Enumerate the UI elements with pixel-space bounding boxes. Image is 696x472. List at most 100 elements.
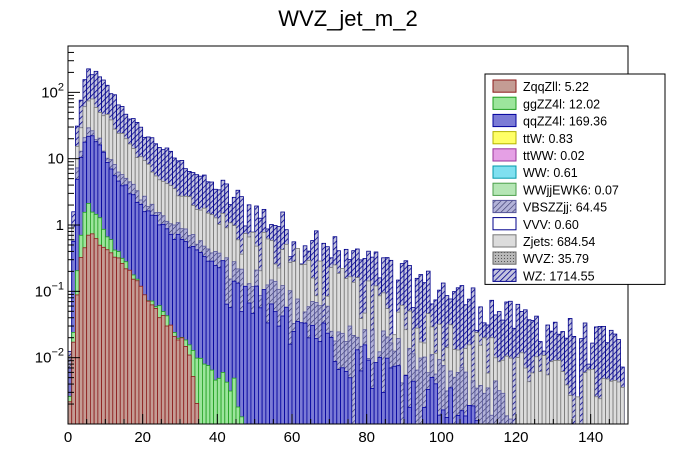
bar-qqzz4l <box>411 380 416 424</box>
legend-box <box>484 73 666 285</box>
bar-qqzz4l <box>396 365 401 424</box>
bar-zqqzll <box>104 249 110 424</box>
bar-zqqzll <box>157 317 162 424</box>
bar-zjets <box>567 395 573 424</box>
bar-zqqzll <box>134 280 140 424</box>
bar-vbszzjj <box>496 390 502 424</box>
bar-zjets <box>552 360 558 424</box>
bar-zjets <box>594 396 599 424</box>
bar-vbszzjj <box>481 392 487 424</box>
y-tick-label: 10−2 <box>35 347 64 367</box>
bar-qqzz4l <box>369 388 375 424</box>
x-tick-label: 0 <box>64 429 72 446</box>
bar-zqqzll <box>149 304 155 424</box>
bar-zqqzll <box>108 252 114 424</box>
bar-qqzz4l <box>463 415 468 424</box>
legend-swatch-qqzz4l <box>492 113 517 128</box>
bar-zjets <box>538 371 543 424</box>
legend-swatch-wvz <box>492 251 517 265</box>
bar-vbszzjj <box>399 382 405 424</box>
bar-qqzz4l <box>448 387 453 424</box>
x-tick-label: 40 <box>209 429 226 446</box>
bar-zqqzll <box>97 244 103 424</box>
legend-swatch-ggzz4l <box>492 96 517 110</box>
y-axis: 10−2 10−1 1 10 102 <box>35 45 80 425</box>
legend-label-zqqzll: ZqqZll: 5.22 <box>523 80 589 94</box>
bar-ggzz4l <box>228 390 233 424</box>
bar-zqqzll <box>75 294 80 424</box>
bar-zjets <box>523 367 528 424</box>
bar-qqzz4l <box>440 409 446 424</box>
x-tick-label: 140 <box>578 429 603 446</box>
bar-qqzz4l <box>433 383 439 424</box>
bar-qqzz4l <box>459 410 465 424</box>
bar-qqzz4l <box>246 302 252 424</box>
bar-vbszzjj <box>478 385 483 424</box>
bar-qqzz4l <box>310 324 315 424</box>
bar-qqzz4l <box>392 365 397 424</box>
legend-swatch-wwjjewk6 <box>492 182 517 196</box>
bar-qqzz4l <box>243 285 248 424</box>
x-tick-label: 60 <box>284 429 301 446</box>
bar-qqzz4l <box>474 420 480 424</box>
bar-zqqzll <box>138 285 144 424</box>
chart-title: WVZ_jet_m_2 <box>278 6 417 31</box>
bar-qqzz4l <box>306 337 312 424</box>
bar-qqzz4l <box>325 332 330 424</box>
bar-qqzz4l <box>272 311 278 424</box>
bar-zqqzll <box>168 324 173 424</box>
bar-zjets <box>556 359 562 424</box>
bar-qqzz4l <box>388 367 394 424</box>
bar-qqzz4l <box>332 361 338 424</box>
bar-qqzz4l <box>377 357 383 424</box>
bar-zqqzll <box>153 308 159 424</box>
bar-zqqzll <box>194 403 200 424</box>
bar-zqqzll <box>78 257 84 424</box>
bar-zjets <box>620 386 625 424</box>
bar-zjets <box>549 361 554 424</box>
bar-vbszzjj <box>437 359 442 424</box>
bar-qqzz4l <box>362 344 368 424</box>
legend-label-vvv: VVV: 0.60 <box>523 218 579 232</box>
bar-zqqzll <box>172 335 177 424</box>
bar-qqzz4l <box>455 414 461 424</box>
bar-qqzz4l <box>280 315 285 424</box>
bar-zjets <box>582 372 588 424</box>
legend-swatch-ttww <box>492 148 517 162</box>
bar-zqqzll <box>187 354 192 424</box>
bar-ggzz4l <box>201 363 207 424</box>
bar-ggzz4l <box>198 357 203 424</box>
bar-qqzz4l <box>284 306 289 424</box>
bar-qqzz4l <box>425 388 431 424</box>
legend-label-qqzz4l: qqZZ4l: 169.36 <box>523 115 607 129</box>
x-axis: 0 20 40 60 80 100 120 140 <box>64 414 629 446</box>
bar-qqzz4l <box>407 406 412 424</box>
bar-zjets <box>560 371 565 424</box>
bar-qqzz4l <box>299 322 304 424</box>
bar-zqqzll <box>127 269 132 424</box>
bar-qqzz4l <box>265 322 271 424</box>
bar-zqqzll <box>101 246 106 424</box>
bar-qqzz4l <box>366 359 371 424</box>
bar-zjets <box>590 368 595 424</box>
bar-zqqzll <box>190 376 196 424</box>
bar-qqzz4l <box>373 362 379 424</box>
bar-zqqzll <box>183 346 188 424</box>
bar-vbszzjj <box>500 392 506 424</box>
bar-vbszzjj <box>452 376 457 424</box>
x-tick-label: 120 <box>503 429 528 446</box>
legend-swatch-ww <box>492 165 517 179</box>
bar-zqqzll <box>93 238 99 424</box>
bar-qqzz4l <box>429 377 435 424</box>
bar-zjets <box>541 355 547 424</box>
x-tick-label: 20 <box>134 429 151 446</box>
bar-qqzz4l <box>317 341 323 424</box>
bar-qqzz4l <box>254 285 259 424</box>
legend-label-zjets: Zjets: 684.54 <box>523 235 595 249</box>
legend-label-wvz: WVZ: 35.79 <box>523 252 589 266</box>
bar-vbszzjj <box>418 357 424 424</box>
bar-zjets <box>586 369 592 424</box>
bar-qqzz4l <box>328 336 334 424</box>
